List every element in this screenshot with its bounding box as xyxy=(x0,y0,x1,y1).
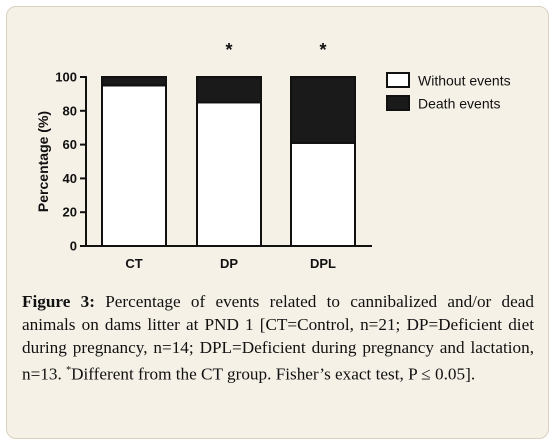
figure-caption: Figure 3: Percentage of events related t… xyxy=(22,290,534,386)
caption-text: Percentage of events related to cannibal… xyxy=(22,292,534,384)
caption-text-end: Different from the CT group. Fisher’s ex… xyxy=(71,364,476,384)
bar-dpl-without-events xyxy=(290,141,356,247)
x-tick-label-dpl: DPL xyxy=(310,256,336,271)
bar-dp-without-events xyxy=(196,101,262,247)
significance-mark-dpl: * xyxy=(319,40,326,60)
figure-label: Figure 3: xyxy=(22,292,95,311)
legend-swatch-without-events xyxy=(386,72,410,88)
legend-label-death-events: Death events xyxy=(418,96,501,112)
legend-label-without-events: Without events xyxy=(418,73,511,89)
significance-footnote-mark: * xyxy=(66,365,72,376)
y-tick-label-100: 100 xyxy=(55,70,77,85)
y-tick-label-40: 40 xyxy=(63,171,77,186)
y-tick-label-0: 0 xyxy=(70,239,77,254)
legend-swatch-death-events xyxy=(386,95,410,111)
y-axis-label: Percentage (%) xyxy=(35,111,51,212)
bar-ct-without-events xyxy=(101,84,167,247)
significance-mark-dp: * xyxy=(225,40,232,60)
stacked-bar-chart: CT DP * DPL * 0 20 40 60 80 100 Percentage (%) Witho… xyxy=(35,40,511,271)
bar-dp-death-events xyxy=(196,76,262,104)
y-tick-label-80: 80 xyxy=(63,103,77,118)
bar-ct-death-events xyxy=(101,76,167,87)
y-tick-label-60: 60 xyxy=(63,137,77,152)
x-tick-label-dp: DP xyxy=(220,256,238,271)
figure-panel xyxy=(6,6,549,439)
y-tick-label-20: 20 xyxy=(63,205,77,220)
x-tick-label-ct: CT xyxy=(125,256,142,271)
bar-dpl-death-events xyxy=(290,76,356,144)
